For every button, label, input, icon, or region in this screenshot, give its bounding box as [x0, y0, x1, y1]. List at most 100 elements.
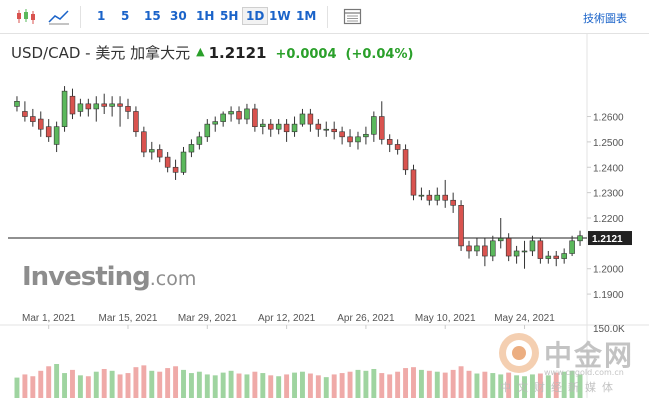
- volume-bar: [212, 375, 218, 398]
- calendar-icon[interactable]: [343, 8, 365, 25]
- candle-body: [458, 205, 464, 247]
- candle-body: [379, 116, 385, 140]
- period-tab-15[interactable]: 15: [144, 9, 161, 23]
- volume-bar: [196, 371, 202, 398]
- candle-body: [236, 111, 242, 120]
- candle-body: [474, 245, 480, 252]
- volume-bar: [387, 374, 393, 398]
- volume-bar: [62, 373, 68, 398]
- y-tick-label: 1.2300: [593, 189, 624, 200]
- candle-body: [307, 113, 314, 125]
- volume-bar: [77, 375, 83, 398]
- candle-body: [331, 128, 337, 133]
- chart-toolbar: 1 5 15 30 1H 5H 1D 1W 1M 技術圖表: [0, 0, 649, 34]
- price-change-percent: (+0.04%): [345, 47, 414, 62]
- volume-bar: [411, 367, 416, 398]
- volume-bar: [403, 368, 409, 398]
- candle-body: [497, 237, 504, 242]
- volume-bar: [22, 374, 28, 398]
- candle-body: [299, 113, 306, 125]
- candle-body: [61, 90, 68, 127]
- candle-body: [267, 123, 274, 130]
- candle-body: [371, 116, 377, 135]
- volume-bar: [466, 370, 472, 398]
- period-tab-5h[interactable]: 5H: [220, 9, 239, 23]
- volume-bar: [577, 374, 583, 398]
- volume-bar: [561, 371, 567, 398]
- candle-body: [553, 255, 560, 259]
- volume-bar: [101, 368, 107, 398]
- volume-bar: [371, 368, 377, 398]
- last-price: 1.2121: [208, 44, 267, 62]
- candle-body: [93, 103, 100, 110]
- candle-body: [69, 95, 76, 115]
- volume-bar: [173, 366, 179, 398]
- area-chart-icon[interactable]: [48, 8, 70, 25]
- candle-body: [133, 111, 139, 133]
- volume-bar: [244, 374, 250, 398]
- volume-bar: [315, 375, 321, 398]
- candle-body: [569, 240, 575, 254]
- candle-body: [355, 136, 361, 143]
- candle-body: [402, 149, 409, 171]
- volume-bar: [204, 374, 210, 398]
- volume-bar: [165, 368, 171, 398]
- candle-body: [450, 199, 456, 206]
- candlesticks: [14, 86, 583, 269]
- x-tick-label: Apr 12, 2021: [258, 313, 316, 324]
- candle-body: [14, 101, 20, 107]
- candle-body: [85, 103, 92, 110]
- period-tab-1m[interactable]: 1M: [296, 9, 317, 23]
- volume-bar: [482, 371, 488, 398]
- volume-bar: [506, 372, 512, 398]
- period-tab-5[interactable]: 5: [121, 9, 130, 23]
- candle-body: [220, 113, 226, 122]
- candle-body: [434, 194, 441, 201]
- candle-body: [109, 103, 115, 107]
- candle-body: [196, 136, 203, 145]
- volume-bar: [442, 372, 448, 398]
- candle-body: [490, 240, 496, 257]
- x-tick-label: Mar 15, 2021: [99, 313, 158, 324]
- volume-bar: [347, 371, 353, 398]
- candle-body: [545, 255, 552, 259]
- volume-bar: [434, 371, 440, 398]
- candlestick-icon[interactable]: [15, 8, 37, 25]
- y-tick-label: 1.2500: [593, 138, 624, 149]
- period-tab-1w[interactable]: 1W: [269, 9, 291, 23]
- technical-chart-link[interactable]: 技術圖表: [583, 12, 627, 25]
- candle-body: [53, 126, 60, 145]
- candle-body: [323, 128, 330, 131]
- period-tab-1d[interactable]: 1D: [242, 7, 269, 25]
- volume-bar: [474, 373, 480, 398]
- candle-body: [529, 240, 536, 252]
- volume-bar: [260, 373, 266, 398]
- cngold-watermark: 中金网 www.cngold.com.cn 中文财经新媒体: [492, 330, 649, 400]
- period-tab-1h[interactable]: 1H: [196, 9, 215, 23]
- candle-body: [363, 133, 369, 138]
- y-tick-label: 1.2400: [593, 163, 624, 174]
- volume-bar: [252, 371, 258, 398]
- chart-axes: [0, 33, 649, 398]
- x-tick-label: May 24, 2021: [494, 313, 555, 324]
- candle-body: [180, 151, 187, 173]
- volume-bar: [426, 370, 432, 398]
- y-tick-label: 1.2600: [593, 113, 624, 124]
- candle-body: [172, 166, 179, 173]
- candle-body: [386, 139, 393, 145]
- volume-bar: [268, 375, 274, 398]
- volume-bar: [300, 371, 305, 398]
- volume-bar: [537, 373, 543, 398]
- y-tick-label: 1.2200: [593, 214, 624, 225]
- volume-bar: [109, 370, 115, 398]
- volume-bar: [141, 365, 147, 398]
- last-price-tag-label: 1.2121: [592, 234, 623, 245]
- volume-bar: [85, 376, 91, 398]
- volume-bar: [181, 369, 186, 398]
- volume-bar: [395, 371, 401, 398]
- period-tab-1[interactable]: 1: [97, 9, 106, 23]
- period-tab-30[interactable]: 30: [170, 9, 187, 23]
- candle-body: [418, 194, 425, 197]
- candle-body: [164, 156, 171, 168]
